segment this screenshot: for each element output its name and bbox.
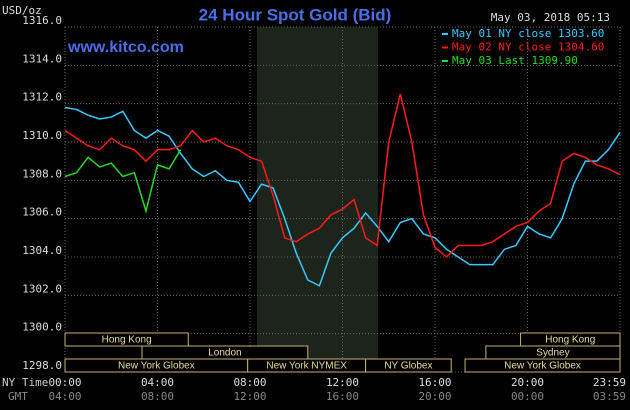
- nymex-shade: [257, 27, 378, 372]
- y-tick-label: 1314.0: [22, 52, 62, 65]
- session-label: Sydney: [536, 348, 569, 359]
- legend-label: May 03 Last 1309.90: [452, 54, 578, 67]
- y-tick-label: 1312.0: [22, 91, 62, 104]
- session-box: [64, 332, 189, 347]
- session-label: NY Globex: [384, 361, 432, 372]
- session-label: New York Globex: [504, 361, 581, 372]
- session-box: [365, 358, 452, 373]
- y-tick-label: 1300.0: [22, 321, 62, 334]
- x2-tick-label: 00:00: [511, 390, 544, 403]
- x2-tick-label: 20:00: [418, 390, 451, 403]
- x-tick-label: 16:00: [418, 376, 451, 389]
- x-tick-label: 00:00: [48, 376, 81, 389]
- session-label: Hong Kong: [545, 335, 595, 346]
- session-label: New York Globex: [118, 361, 195, 372]
- legend-label: May 02 NY close 1304.60: [452, 41, 604, 54]
- x-axis-label: NY Time: [2, 376, 48, 389]
- y-unit: USD/oz: [2, 4, 42, 17]
- y-tick-label: 1308.0: [22, 167, 62, 180]
- x2-tick-label: 04:00: [48, 390, 81, 403]
- session-label: Hong Kong: [102, 335, 152, 346]
- x2-tick-label: 16:00: [326, 390, 359, 403]
- x2-tick-label: 12:00: [233, 390, 266, 403]
- x2-tick-label: 03:59: [593, 390, 626, 403]
- y-tick-label: 1306.0: [22, 206, 62, 219]
- x-tick-label: 23:59: [593, 376, 626, 389]
- x-tick-label: 20:00: [511, 376, 544, 389]
- x-tick-label: 12:00: [326, 376, 359, 389]
- y-tick-label: 1304.0: [22, 244, 62, 257]
- series-line: [64, 93, 621, 259]
- timestamp: May 03, 2018 05:13: [491, 11, 610, 24]
- series-line: [64, 149, 182, 214]
- x-tick-label: 08:00: [233, 376, 266, 389]
- source: www.kitco.com: [67, 39, 184, 56]
- y-tick-label: 1298.0: [22, 359, 62, 372]
- x2-axis-label: GMT: [8, 390, 28, 403]
- session-label: London: [208, 348, 241, 359]
- x-tick-label: 04:00: [141, 376, 174, 389]
- legend-label: May 01 NY close 1303.60: [452, 27, 604, 40]
- session-label: New York NYMEX: [266, 361, 347, 372]
- y-tick-label: 1302.0: [22, 282, 62, 295]
- y-tick-label: 1310.0: [22, 129, 62, 142]
- y-tick-label: 1316.0: [22, 14, 62, 27]
- chart-title: 24 Hour Spot Gold (Bid): [199, 5, 392, 24]
- series-line: [64, 106, 621, 287]
- x2-tick-label: 08:00: [141, 390, 174, 403]
- session-box: [464, 358, 621, 373]
